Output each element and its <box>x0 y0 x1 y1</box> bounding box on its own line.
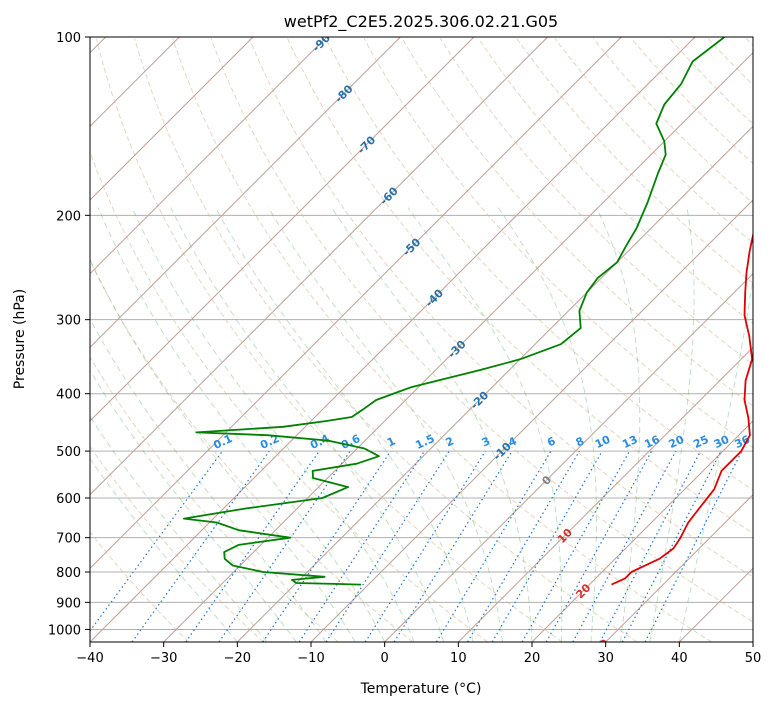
isotherm-dashed-line <box>90 37 549 496</box>
moist-adiabat-line <box>170 207 445 642</box>
mixing-ratio-label: 20 <box>667 433 687 451</box>
mixing-ratio-label: 13 <box>620 433 639 451</box>
moist-adiabat-line <box>497 207 597 642</box>
dry-adiabat-line <box>325 38 753 491</box>
mixing-ratio-line <box>298 450 425 642</box>
moist-adiabat-line <box>97 207 386 642</box>
x-tick-label: 10 <box>450 651 467 666</box>
isotherm-dashed-line <box>236 125 753 642</box>
x-tick-label: 20 <box>524 651 541 666</box>
mixing-ratio-line <box>393 450 513 642</box>
mixing-ratio-line <box>364 450 486 642</box>
isotherm-dashed-line <box>457 346 753 642</box>
mixing-ratio-label: 16 <box>642 433 662 451</box>
isotherm-dashed-line <box>90 37 328 275</box>
dry-adiabat-line <box>592 38 753 204</box>
moist-adiabat-line <box>331 207 533 642</box>
y-tick-label: 1000 <box>48 623 81 638</box>
moist-adiabat-line <box>214 207 474 642</box>
y-axis-label: Pressure (hPa) <box>12 289 28 389</box>
isotherm-dashed-line <box>90 37 696 642</box>
y-tick-label: 900 <box>56 596 81 611</box>
isotherm-dashed-line <box>90 37 254 201</box>
dry-adiabat-line <box>287 38 753 534</box>
x-tick-label: −30 <box>150 651 177 666</box>
dry-adiabat-line <box>478 38 753 325</box>
y-tick-label: 300 <box>56 314 81 329</box>
temperature-profile-line <box>611 231 753 586</box>
mixing-ratio-line <box>491 450 603 642</box>
dewpoint-profile-line <box>182 37 726 586</box>
x-tick-label: 50 <box>745 651 762 666</box>
mixing-ratio-label: 25 <box>691 433 710 451</box>
isotherm-dashed-line <box>605 493 753 642</box>
moist-adiabat-line <box>90 415 268 642</box>
x-axis-label: Temperature (°C) <box>360 681 482 697</box>
isotherm-dashed-line <box>384 272 753 642</box>
moist-adiabat-line <box>595 207 641 642</box>
moist-adiabat-line <box>131 207 415 642</box>
isotherm-dashed-line <box>310 199 753 642</box>
moist-adiabat-line <box>90 369 297 642</box>
y-tick-label: 100 <box>56 31 81 46</box>
mixing-ratio-label: 30 <box>712 433 732 451</box>
dry-adiabat-line <box>90 259 414 642</box>
dry-adiabat-line <box>90 150 488 642</box>
y-tick-label: 800 <box>56 566 81 581</box>
mixing-ratio-line <box>572 450 677 642</box>
isotherm-dashed-line <box>90 37 401 349</box>
dry-adiabat-line <box>134 38 638 642</box>
y-tick-label: 200 <box>56 209 81 224</box>
mixing-ratio-label: 10 <box>593 433 613 451</box>
mixing-ratio-line <box>131 450 270 642</box>
dry-adiabat-line <box>90 356 339 642</box>
axis-ticks <box>85 36 754 647</box>
x-tick-label: −20 <box>224 651 251 666</box>
dry-adiabat-line <box>95 38 563 642</box>
moist-adiabat-line <box>90 317 327 642</box>
isotherm-label: 30 <box>592 636 612 656</box>
mixing-ratio-label: 36 <box>733 433 753 451</box>
dry-adiabat-line <box>172 38 712 642</box>
mixing-ratio-line <box>435 450 552 642</box>
moist-adiabat-line <box>90 257 356 642</box>
isotherm-dashed-line <box>90 37 622 570</box>
isotherm-dashed-line <box>90 37 475 422</box>
moist-adiabat-line <box>649 207 695 642</box>
y-tick-label: 500 <box>56 445 81 460</box>
dry-adiabat-line <box>401 38 753 407</box>
chart-title: wetPf2_C2E5.2025.306.02.21.G05 <box>284 12 558 32</box>
moist-adiabat-line <box>90 457 238 642</box>
mixing-ratio-line <box>185 450 320 642</box>
mixing-ratio-line <box>466 450 580 642</box>
plot-frame <box>89 36 754 643</box>
mixing-ratio-line <box>545 450 653 642</box>
x-tick-label: 30 <box>597 651 614 666</box>
dry-adiabat-line <box>516 38 753 284</box>
x-tick-label: −10 <box>297 651 324 666</box>
y-tick-label: 700 <box>56 532 81 547</box>
x-tick-label: 0 <box>381 651 389 666</box>
mixing-ratio-line <box>325 450 450 642</box>
dry-adiabat-line <box>363 38 753 449</box>
y-tick-label: 400 <box>56 388 81 403</box>
moist-adiabat-line <box>407 207 563 642</box>
x-tick-label: 40 <box>671 651 688 666</box>
isotherm-dashed-line <box>531 420 753 642</box>
mixing-ratio-line <box>521 450 631 642</box>
x-tick-label: −40 <box>76 651 103 666</box>
y-tick-label: 600 <box>56 492 81 507</box>
dry-adiabat-line <box>248 38 753 578</box>
dry-adiabat-line <box>439 38 753 366</box>
